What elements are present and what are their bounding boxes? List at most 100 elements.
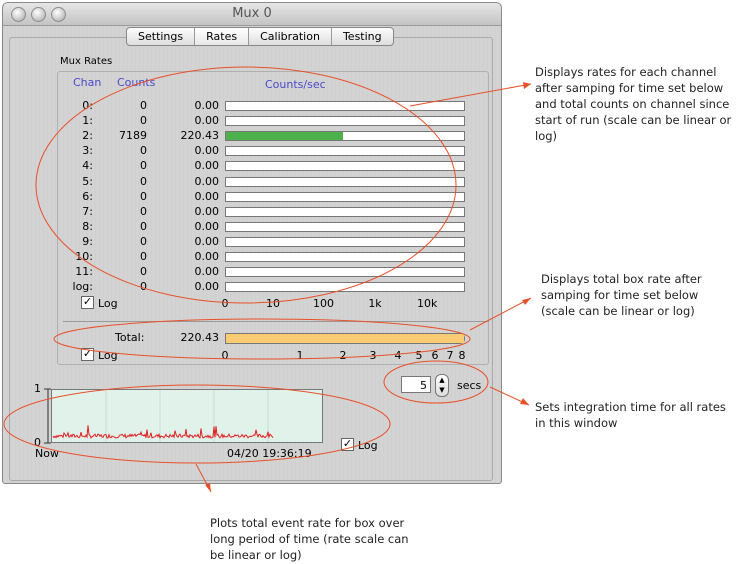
total-rate-value: 220.43 <box>180 331 220 344</box>
event-rate-trace <box>52 425 274 439</box>
checkmark-icon: ✓ <box>342 437 353 450</box>
title-bar[interactable]: Mux 0 <box>3 3 501 26</box>
scale-tick-label: 4 <box>394 349 402 362</box>
channel-counts: 0 <box>140 159 147 173</box>
history-x-right-label: 04/20 19:36:19 <box>227 447 312 460</box>
channel-counts: 0 <box>140 250 147 263</box>
tab-rates[interactable]: Rates <box>195 28 250 45</box>
log-label-history: Log <box>358 439 378 452</box>
history-y-bottom-label: 0 <box>34 436 41 449</box>
history-y-axis <box>44 388 51 444</box>
channel-label: 1: <box>82 114 93 128</box>
scale-tick-label: 100 <box>313 297 334 310</box>
total-rate-bar-fill <box>226 334 464 343</box>
channel-rate-bar <box>225 101 465 111</box>
history-plot-area <box>52 390 274 442</box>
channel-rate-bar <box>225 282 465 293</box>
channel-rate-bar <box>225 161 465 172</box>
minimize-icon[interactable] <box>31 7 46 22</box>
integration-highlight-ellipse <box>383 360 489 404</box>
channel-rate: 0.00 <box>194 144 220 158</box>
channel-label: 11: <box>75 265 93 279</box>
channel-label: 9: <box>82 234 93 248</box>
total-callout-line <box>469 297 532 331</box>
window-title: Mux 0 <box>232 6 272 21</box>
history-y-top-label: 1 <box>34 382 41 395</box>
channel-rate-bar <box>225 176 465 187</box>
integration-time-stepper[interactable]: ▲ ▼ <box>435 374 449 397</box>
total-label: Total: <box>115 331 145 344</box>
rates-callout-line <box>409 83 532 107</box>
channel-rate: 0.00 <box>194 234 220 248</box>
channel-rate: 0.00 <box>194 99 220 112</box>
log-checkbox-rates[interactable]: ✓ <box>81 296 94 309</box>
tab-settings[interactable]: Settings <box>127 28 196 45</box>
channel-counts: 0 <box>140 204 147 218</box>
event-rate-history-graph <box>51 389 323 443</box>
channel-rate-bar <box>225 191 465 202</box>
channel-label: 6: <box>82 189 93 203</box>
channel-rate: 0.00 <box>194 219 220 233</box>
rates-arrowhead <box>523 82 531 89</box>
header-chan: Chan <box>73 76 102 89</box>
channel-counts: 0 <box>140 219 147 233</box>
channel-rate: 0.00 <box>194 265 220 279</box>
mux-rates-box <box>57 71 489 365</box>
channel-rate-bar-fill <box>226 132 343 141</box>
channel-label: 5: <box>82 174 93 188</box>
channel-rate-bar <box>225 146 465 157</box>
checkmark-icon: ✓ <box>82 295 93 308</box>
scale-tick-label: 10 <box>266 297 280 310</box>
channel-rate-bar <box>225 206 465 217</box>
section-label: Mux Rates <box>60 56 113 67</box>
channel-rate: 0.00 <box>194 114 220 128</box>
channel-label: 10: <box>75 250 93 263</box>
scale-tick-label: 0 <box>221 349 229 362</box>
channel-counts: 0 <box>140 280 147 294</box>
channel-counts: 0 <box>140 174 147 188</box>
scale-tick-label: 2 <box>339 349 347 362</box>
channel-rate: 0.00 <box>194 280 220 294</box>
scale-tick-label: 5 <box>415 349 423 362</box>
channel-counts: 0 <box>140 99 147 112</box>
mux-window: Mux 0 Settings Rates Calibration Testing… <box>2 2 502 484</box>
channel-counts: 7189 <box>119 129 147 143</box>
stepper-up-icon[interactable]: ▲ <box>439 376 445 384</box>
channel-counts: 0 <box>140 144 147 158</box>
header-counts-per-sec: Counts/sec <box>265 78 326 91</box>
channel-label: 4: <box>82 159 93 173</box>
history-highlight-ellipse <box>3 384 391 464</box>
channel-rate-bar <box>225 131 465 142</box>
scale-tick-label: 0 <box>221 297 229 310</box>
channel-label: 3: <box>82 144 93 158</box>
tab-testing[interactable]: Testing <box>342 30 382 43</box>
channel-counts: 0 <box>140 114 147 128</box>
zoom-icon[interactable] <box>51 7 66 22</box>
close-icon[interactable] <box>11 7 26 22</box>
scale-tick-label: 1 <box>296 349 304 362</box>
channel-rate-bar <box>225 252 465 262</box>
channel-label: 2: <box>82 129 93 143</box>
annotation-integration: Sets integration time for all rates in t… <box>535 400 726 430</box>
tab-bar: Settings Rates Calibration Testing <box>126 27 394 46</box>
annotation-history: Plots total event rate for box over long… <box>210 516 409 562</box>
tab-calibration[interactable]: Calibration <box>249 28 332 45</box>
checkmark-icon: ✓ <box>82 347 93 360</box>
channel-rate-bar <box>225 236 465 247</box>
scale-tick-label: 6 <box>431 349 439 362</box>
channel-rate: 220.43 <box>180 129 220 143</box>
log-label-rates: Log <box>98 297 118 310</box>
channel-rate: 0.00 <box>194 250 220 263</box>
integration-time-input[interactable]: 5 <box>401 376 431 393</box>
scale-tick-label: 7 <box>446 349 454 362</box>
log-checkbox-total[interactable]: ✓ <box>81 348 94 361</box>
total-highlight-ellipse <box>53 318 471 360</box>
channel-counts: 0 <box>140 234 147 248</box>
channel-rate: 0.00 <box>194 204 220 218</box>
integration-arrowhead <box>520 398 529 405</box>
stepper-down-icon[interactable]: ▼ <box>439 386 445 394</box>
channel-rate: 0.00 <box>194 189 220 203</box>
divider <box>63 321 489 322</box>
channel-rate-bar <box>225 116 465 127</box>
